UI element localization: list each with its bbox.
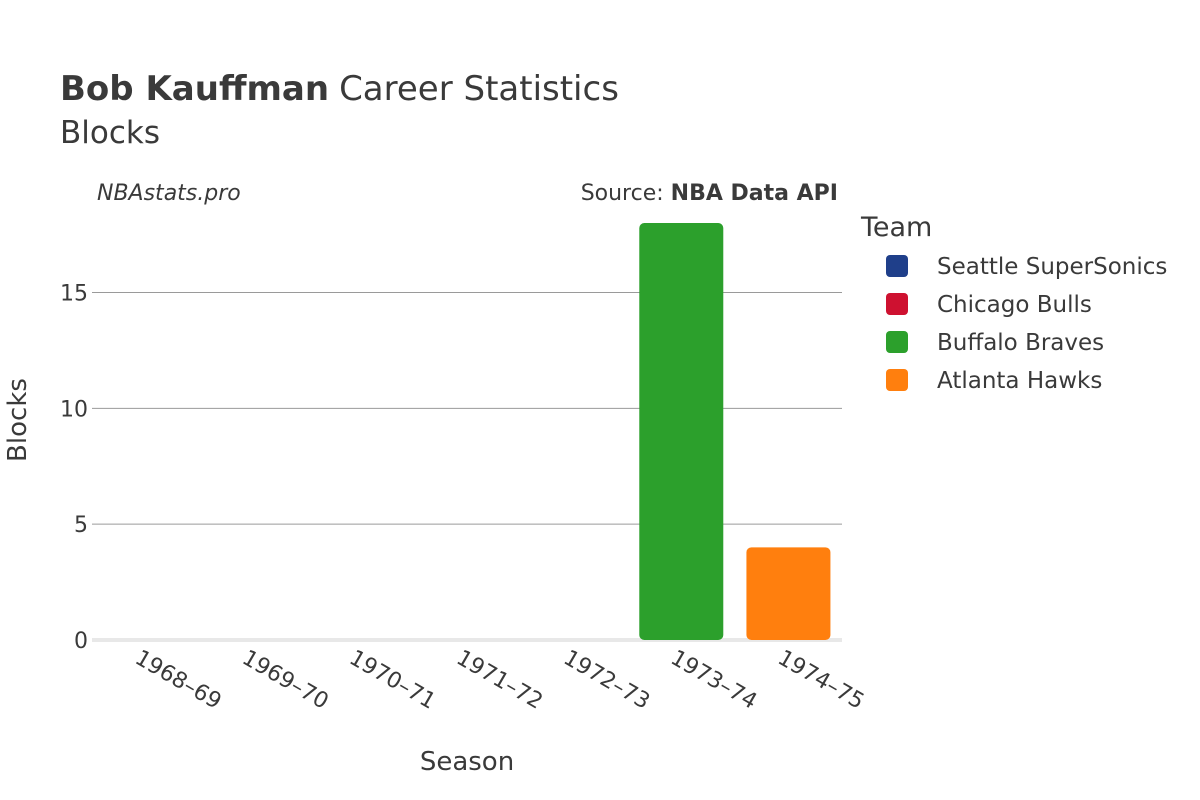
site-credit: NBAstats.pro <box>97 181 241 206</box>
chart-title-player: Bob Kauffman <box>60 69 329 109</box>
source-prefix: Source: <box>581 181 671 206</box>
chart-title-suffix: Career Statistics <box>339 69 619 109</box>
x-tick-label: 1970–71 <box>345 646 440 715</box>
chart-subtitle: Blocks <box>60 115 160 151</box>
legend-swatch <box>886 331 908 353</box>
x-tick-label: 1971–72 <box>452 646 547 715</box>
legend-item-label[interactable]: Buffalo Braves <box>937 330 1104 356</box>
source-name: NBA Data API <box>671 181 838 206</box>
source-note: Source: NBA Data API <box>581 181 838 206</box>
bar-atlanta-hawks-1974–75[interactable] <box>746 547 831 640</box>
x-tick-label: 1972–73 <box>559 646 654 715</box>
legend: Seattle SuperSonics Chicago Bulls Buffalo … <box>886 254 1167 394</box>
y-tick-label: 10 <box>60 397 88 422</box>
y-tick-label: 15 <box>60 282 88 307</box>
x-tick-label: 1973–74 <box>666 646 761 715</box>
x-axis-title: Season <box>420 747 514 777</box>
chart-title: Bob Kauffman Career Statistics <box>60 69 619 109</box>
legend-swatch <box>886 369 908 391</box>
legend-item-label[interactable]: Chicago Bulls <box>937 292 1092 318</box>
y-axis-title: Blocks <box>3 378 33 462</box>
gridlines <box>92 292 842 642</box>
x-tick-labels: 1968–69 1969–70 1970–71 1971–72 1972–73 1973–… <box>131 646 869 715</box>
bars <box>639 223 831 640</box>
x-tick-label: 1974–75 <box>773 646 868 715</box>
legend-item-label[interactable]: Seattle SuperSonics <box>937 254 1167 280</box>
x-tick-label: 1968–69 <box>131 646 226 715</box>
legend-item-label[interactable]: Atlanta Hawks <box>937 368 1102 394</box>
y-tick-label: 5 <box>74 513 88 538</box>
legend-title: Team <box>860 212 932 243</box>
y-tick-label: 0 <box>74 629 88 654</box>
bar-buffalo-braves-1973–74[interactable] <box>639 223 724 640</box>
y-tick-labels: 0 5 10 15 <box>60 282 88 655</box>
x-tick-label: 1969–70 <box>238 646 333 715</box>
legend-swatch <box>886 293 908 315</box>
legend-swatch <box>886 255 908 277</box>
